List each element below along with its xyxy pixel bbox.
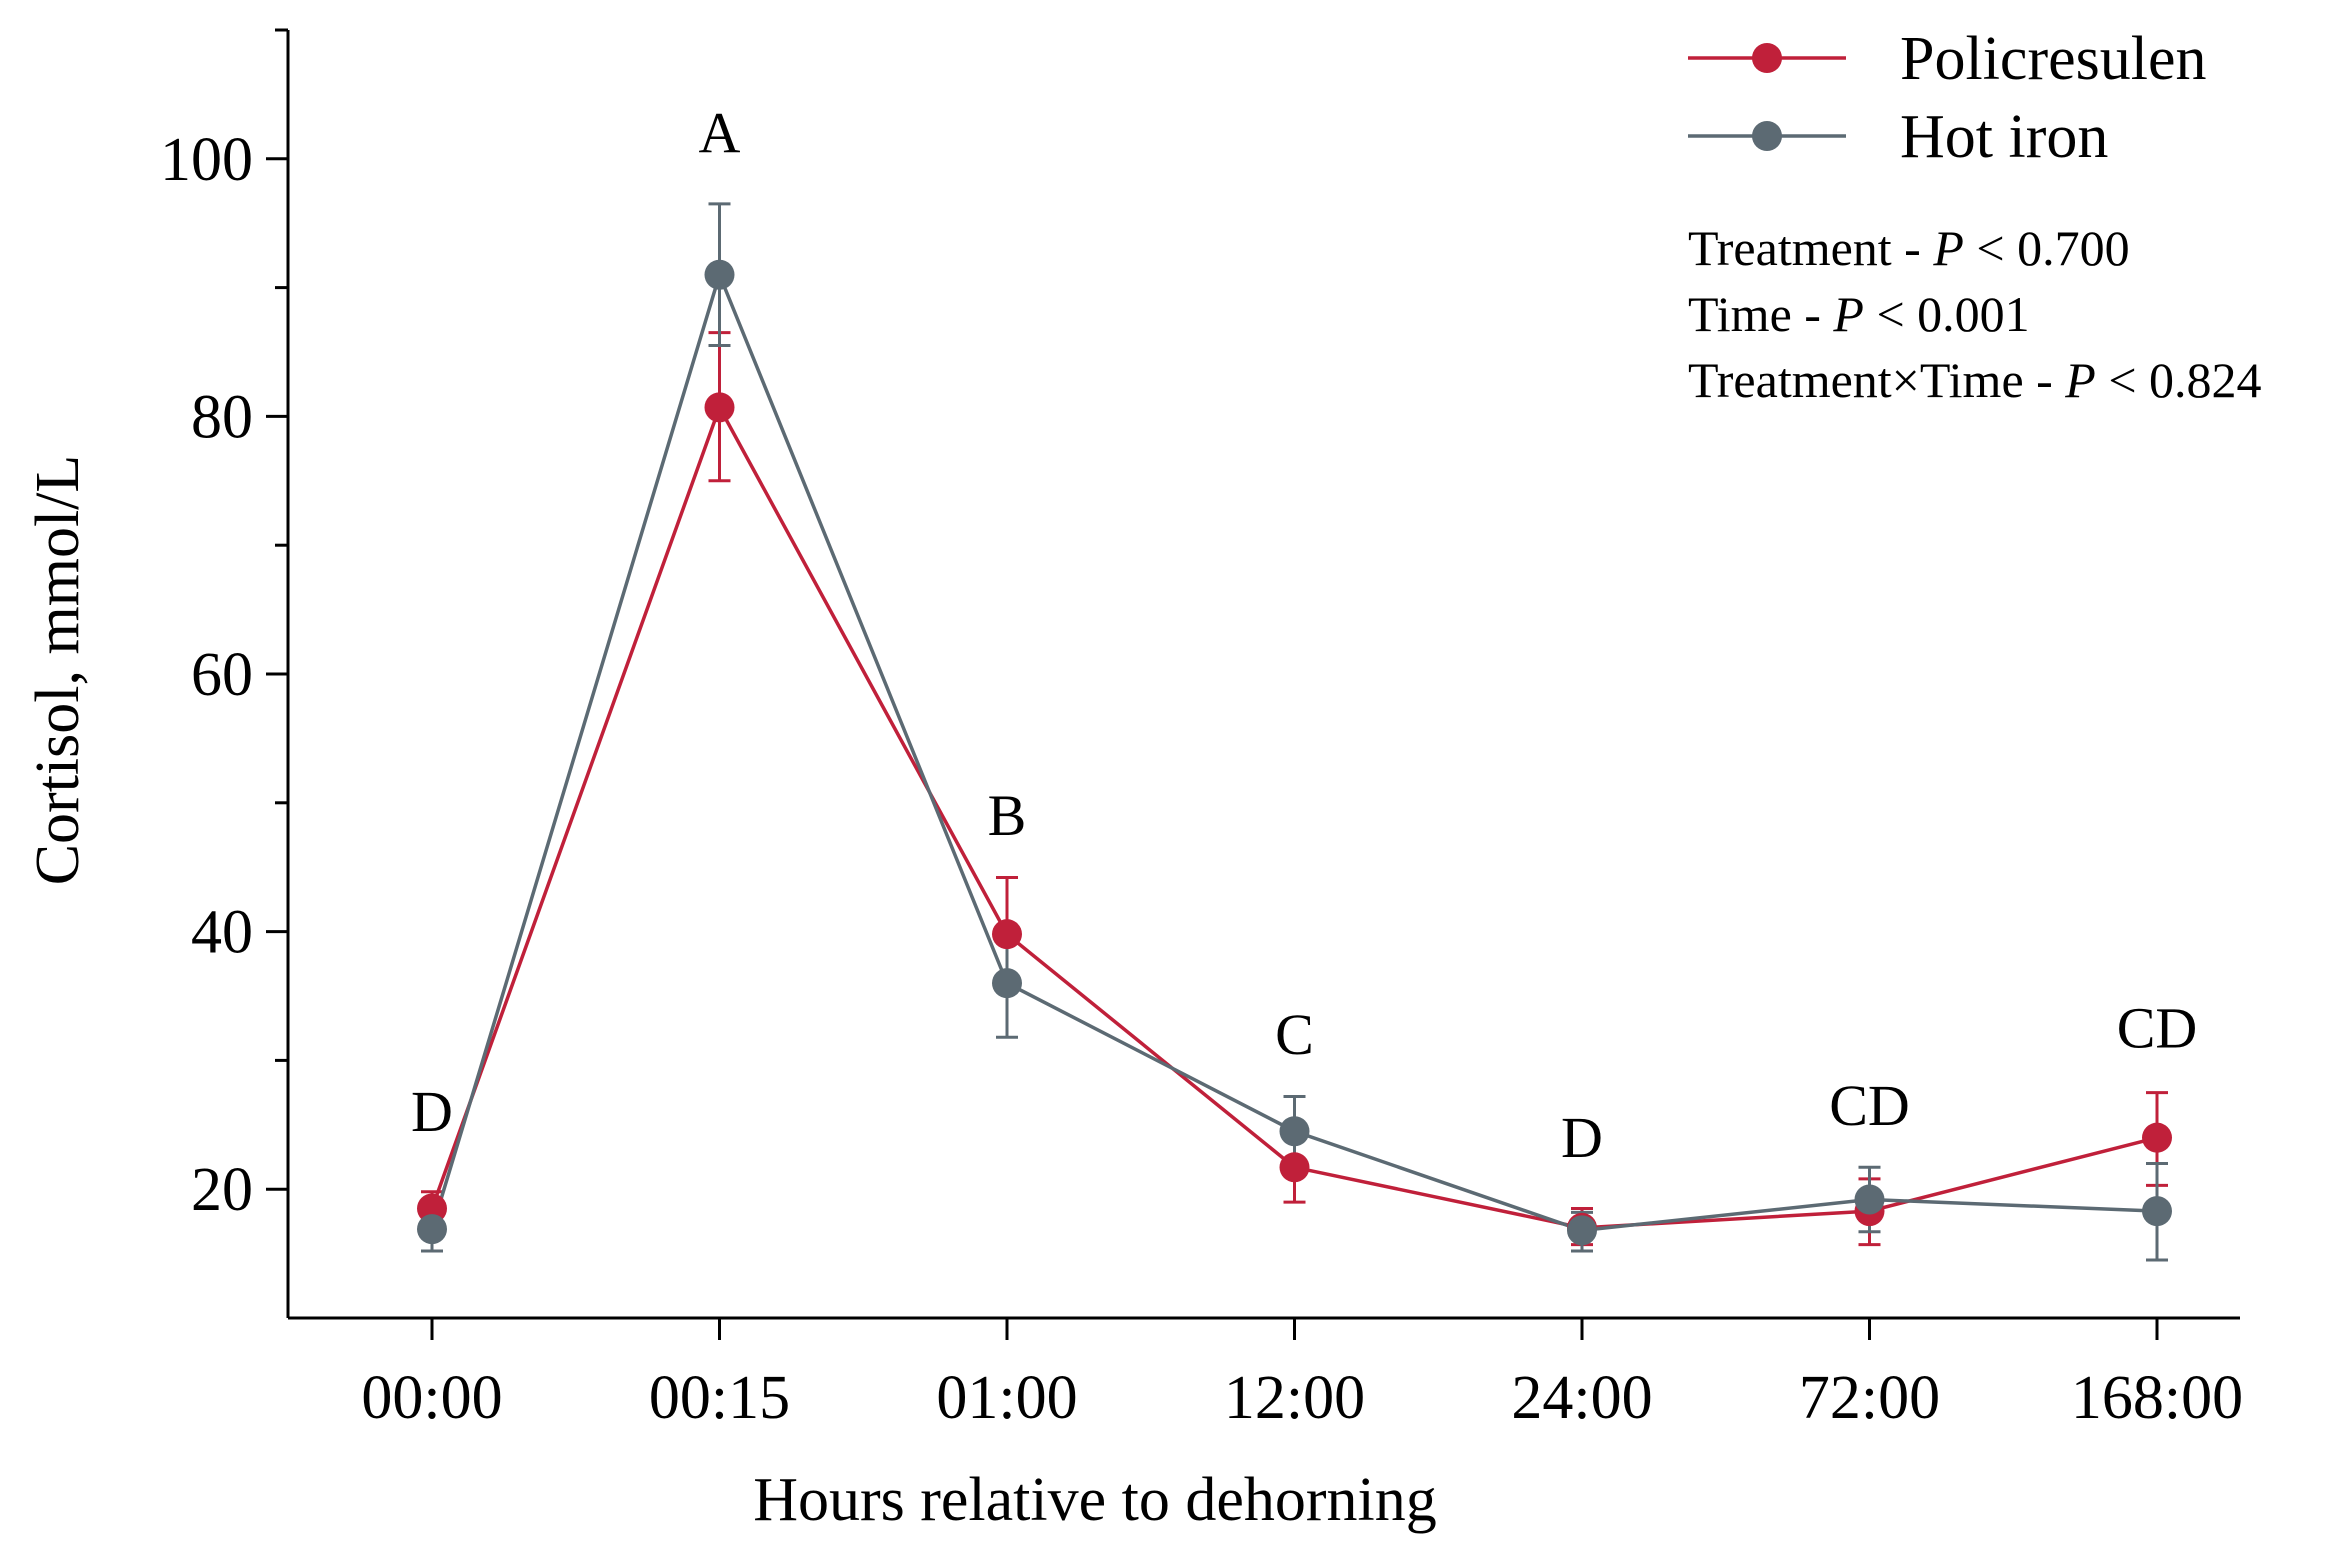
- data-point: [417, 1214, 447, 1245]
- x-tick-label: 168:00: [2071, 1364, 2243, 1432]
- data-point: [992, 968, 1022, 999]
- stats-annotation: Treatment - P < 0.700 Time - P < 0.001 Tre…: [1688, 220, 2262, 408]
- data-point: [417, 1193, 447, 1224]
- y-tick-label: 40: [191, 899, 253, 967]
- x-tick-label: 00:15: [649, 1364, 790, 1432]
- x-tick-label: 24:00: [1511, 1364, 1652, 1432]
- data-point: [2142, 1122, 2172, 1153]
- x-tick-label: 01:00: [936, 1364, 1077, 1432]
- x-tick-label: 12:00: [1224, 1364, 1365, 1432]
- legend-marker: [1752, 121, 1782, 151]
- data-point: [992, 919, 1022, 950]
- significance-letter: D: [411, 1079, 453, 1144]
- y-tick-label: 60: [191, 641, 253, 709]
- significance-letter: CD: [2117, 996, 2198, 1061]
- legend-marker: [1752, 43, 1782, 73]
- stats-line: Treatment - P < 0.700: [1688, 220, 2130, 276]
- legend-item: Policresulen: [1688, 25, 2207, 93]
- data-point: [1567, 1215, 1597, 1246]
- legend-label: Hot iron: [1900, 103, 2108, 171]
- ticks: 20 40 60 80 100 00:00 00:15 01:00 12:00 24:00 72:0…: [160, 28, 2243, 1432]
- significance-letter: A: [699, 100, 741, 165]
- significance-letter: D: [1561, 1105, 1603, 1170]
- significance-letter: CD: [1829, 1073, 1910, 1138]
- data-point: [1854, 1184, 1885, 1215]
- x-tick-label: 00:00: [361, 1364, 502, 1432]
- stats-line: Time - P < 0.001: [1688, 286, 2030, 342]
- series-layer: [417, 202, 2172, 1262]
- data-point: [2142, 1196, 2172, 1227]
- stats-line: Treatment×Time - P < 0.824: [1688, 352, 2262, 408]
- x-axis-title: Hours relative to dehorning: [753, 1466, 1437, 1534]
- legend-label: Policresulen: [1900, 25, 2207, 93]
- data-point: [704, 259, 735, 290]
- legend-item: Hot iron: [1688, 103, 2108, 171]
- significance-letter: B: [988, 783, 1027, 848]
- legend: Policresulen Hot iron: [1688, 25, 2207, 171]
- significance-letter: C: [1275, 1002, 1314, 1067]
- data-point: [704, 392, 735, 423]
- data-point: [1279, 1116, 1310, 1147]
- y-tick-label: 80: [191, 383, 253, 451]
- y-tick-label: 100: [160, 126, 253, 194]
- y-axis-title: Cortisol, mmol/L: [24, 455, 92, 886]
- y-tick-label: 20: [191, 1156, 253, 1224]
- x-tick-label: 72:00: [1799, 1364, 1940, 1432]
- data-point: [1279, 1152, 1310, 1183]
